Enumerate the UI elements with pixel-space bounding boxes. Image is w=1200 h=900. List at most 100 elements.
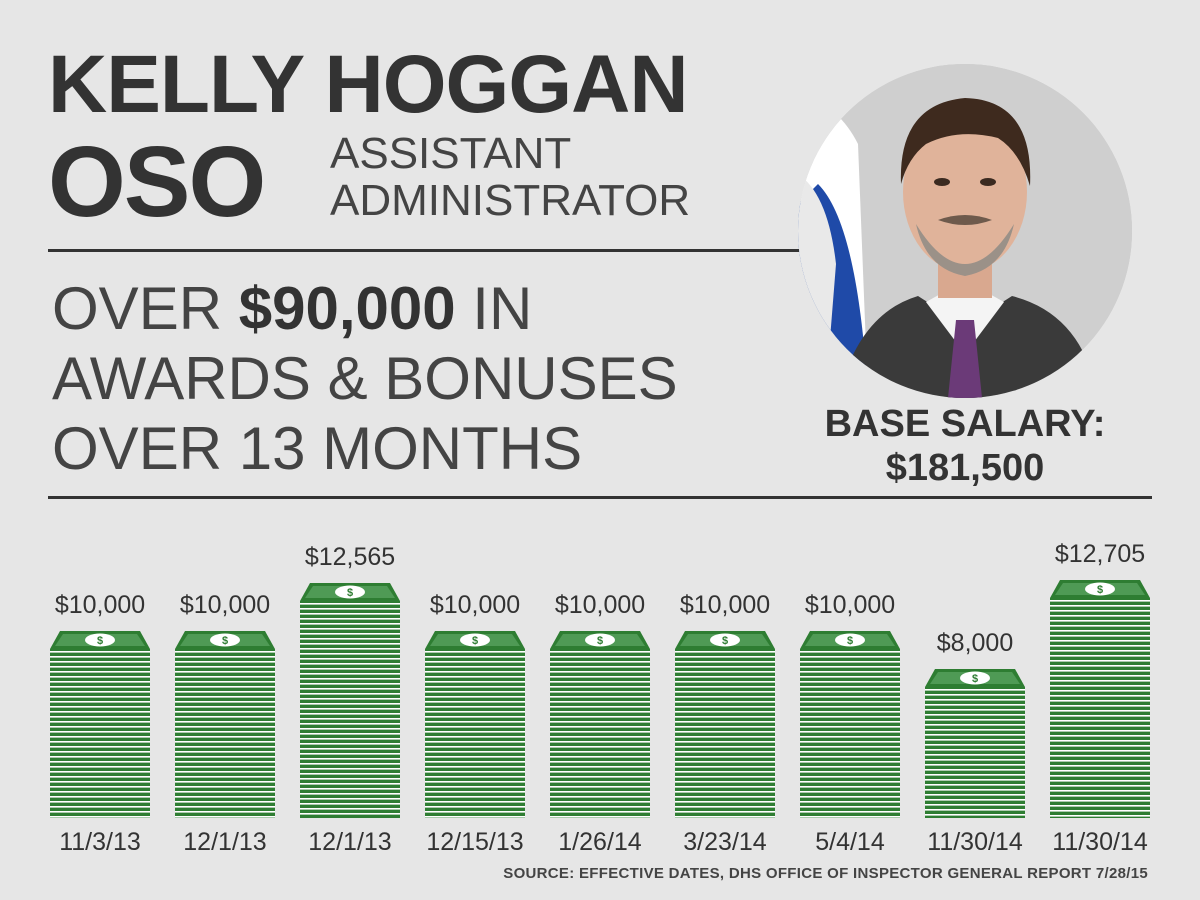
bill-edge-line [675, 661, 775, 663]
bill-edge-line [800, 711, 900, 713]
bill-edge-line [925, 789, 1025, 791]
bar-category-label: 12/15/13 [426, 828, 523, 856]
bill-edge-line [300, 608, 400, 610]
bill-edge-line [800, 776, 900, 778]
job-title: ASSISTANT ADMINISTRATOR [330, 130, 690, 224]
bill-edge-line [1050, 675, 1150, 677]
bill-edge-line [175, 691, 275, 693]
source-note: SOURCE: EFFECTIVE DATES, DHS OFFICE OF I… [503, 865, 1148, 882]
bill-edge-line [50, 736, 150, 738]
bill-edge-line [925, 759, 1025, 761]
bill-edge-line [175, 666, 275, 668]
bill-edge-line [925, 754, 1025, 756]
bill-edge-line [1050, 655, 1150, 657]
bill-edge-line [675, 671, 775, 673]
bill-edge-line [1050, 645, 1150, 647]
bill-edge-line [800, 651, 900, 653]
bill-edge-line [550, 701, 650, 703]
bill-edge-line [175, 741, 275, 743]
headline-line-1: OVER $90,000 IN [52, 275, 533, 342]
bill-edge-line [425, 671, 525, 673]
bill-edge-line [175, 721, 275, 723]
bill-edge-line [925, 749, 1025, 751]
bar-body [800, 649, 900, 818]
bill-edge-line [300, 618, 400, 620]
bill-edge-line [425, 676, 525, 678]
bill-edge-line [50, 811, 150, 813]
bill-edge-line [925, 709, 1025, 711]
bill-edge-line [300, 668, 400, 670]
bill-edge-line [550, 691, 650, 693]
bill-edge-line [50, 666, 150, 668]
bill-edge-line [550, 696, 650, 698]
bill-edge-line [1050, 630, 1150, 632]
bill-edge-line [800, 736, 900, 738]
bill-edge-line [800, 771, 900, 773]
bill-edge-line [1050, 640, 1150, 642]
bill-edge-line [425, 706, 525, 708]
bar-money-stack: $ [175, 631, 275, 818]
bill-edge-line [925, 794, 1025, 796]
bill-edge-line [800, 761, 900, 763]
bill-edge-line [50, 651, 150, 653]
bill-edge-line [800, 811, 900, 813]
bill-edge-line [675, 651, 775, 653]
dollar-sign-icon: $ [97, 635, 103, 647]
bill-edge-line [50, 676, 150, 678]
bill-edge-line [425, 801, 525, 803]
bar-money-stack: $ [425, 631, 525, 818]
bill-edge-line [675, 776, 775, 778]
bill-edge-line [425, 781, 525, 783]
portrait-photo [798, 64, 1132, 398]
bill-edge-line [50, 776, 150, 778]
bill-edge-line [925, 719, 1025, 721]
bill-edge-line [300, 688, 400, 690]
bill-edge-line [800, 756, 900, 758]
bill-edge-line [50, 796, 150, 798]
bill-edge-line [50, 706, 150, 708]
dollar-sign-icon: $ [847, 635, 853, 647]
bill-edge-line [425, 666, 525, 668]
dollar-sign-icon: $ [222, 635, 228, 647]
employee-name: KELLY HOGGAN [48, 39, 689, 130]
bill-edge-line [300, 658, 400, 660]
dollar-sign-icon: $ [1097, 584, 1103, 596]
bill-edge-line [425, 661, 525, 663]
bill-edge-line [800, 791, 900, 793]
bar-category-label: 11/30/14 [1052, 828, 1148, 856]
bill-edge-line [925, 714, 1025, 716]
bill-edge-line [800, 806, 900, 808]
bill-edge-line [550, 806, 650, 808]
bill-edge-line [675, 696, 775, 698]
bill-edge-line [800, 786, 900, 788]
dollar-seal-icon [1085, 582, 1115, 596]
bill-edge-line [1050, 625, 1150, 627]
bill-edge-line [1050, 620, 1150, 622]
bill-edge-line [175, 761, 275, 763]
bill-edge-line [300, 708, 400, 710]
job-title-line-1: ASSISTANT [330, 129, 572, 178]
bill-edge-line [675, 811, 775, 813]
bill-edge-line [1050, 635, 1150, 637]
bill-edge-line [425, 761, 525, 763]
bill-edge-line [550, 741, 650, 743]
bill-edge-line [425, 696, 525, 698]
dollar-sign-icon: $ [347, 587, 353, 599]
bill-edge-line [675, 691, 775, 693]
base-salary-label: BASE SALARY: [824, 403, 1106, 445]
bar-value-label: $10,000 [555, 591, 645, 619]
bill-edge-line [1050, 605, 1150, 607]
headline-line-2: AWARDS & BONUSES [52, 345, 678, 412]
bill-edge-line [925, 784, 1025, 786]
bill-edge-line [300, 783, 400, 785]
headline-line-3: OVER 13 MONTHS [52, 415, 583, 482]
bill-edge-line [675, 806, 775, 808]
bill-edge-line [675, 676, 775, 678]
bill-edge-line [425, 776, 525, 778]
bill-edge-line [300, 808, 400, 810]
bill-edge-line [300, 623, 400, 625]
bill-edge-line [300, 793, 400, 795]
dollar-seal-icon [585, 633, 615, 647]
bar-value-label: $10,000 [430, 591, 520, 619]
bill-edge-line [50, 816, 150, 818]
